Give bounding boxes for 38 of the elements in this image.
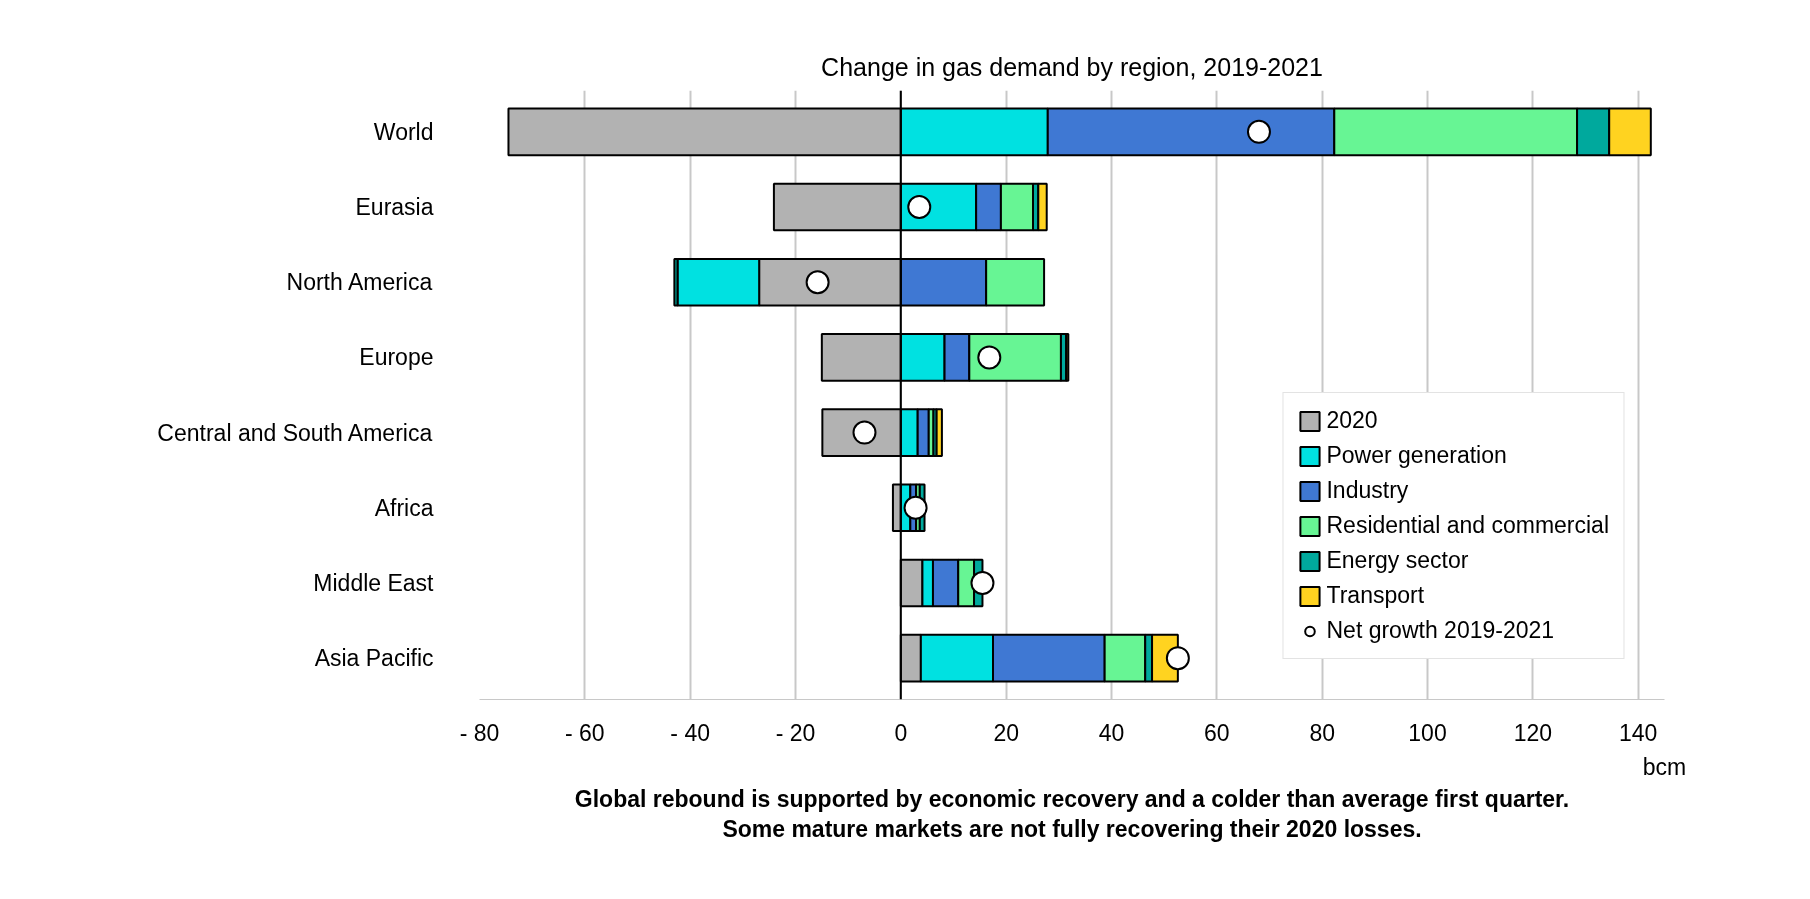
y-tick-label: Middle East [313, 569, 435, 596]
point [970, 570, 995, 595]
legend-label: Power generation [1326, 442, 1507, 469]
text: Some mature markets are not fully recovering their 2020 losses. [722, 815, 1422, 842]
point [977, 345, 1002, 370]
point [805, 270, 830, 295]
point [907, 195, 932, 220]
x-tick-label: 20 [993, 719, 1019, 746]
x-tick-label: - 60 [565, 719, 605, 746]
y-tick-label: Eurasia [355, 194, 434, 221]
x-tick-label: - 40 [670, 719, 710, 746]
y-tick-label: World [373, 118, 434, 145]
x-tick-label: 100 [1408, 719, 1447, 746]
chart-title: Change in gas demand by region, 2019-2021 [821, 52, 1323, 81]
legend-label: Industry [1326, 477, 1409, 504]
x-tick-label: 60 [1204, 719, 1230, 746]
x-tick-label: - 80 [459, 719, 500, 746]
legend-label: 2020 [1326, 407, 1378, 434]
y-tick-label: Europe [359, 344, 434, 371]
legend-label: Transport [1326, 582, 1425, 609]
y-tick-label: Central and South America [157, 419, 433, 446]
x-tick-label: 120 [1513, 719, 1553, 746]
x-tick-label: - 20 [775, 719, 816, 746]
x-tick-label: 40 [1098, 719, 1125, 746]
legend-label: Net growth 2019-2021 [1326, 617, 1555, 644]
x-axis-title: bcm [1642, 753, 1687, 780]
x-tick-label: 0 [894, 719, 908, 746]
text: Global rebound is supported by economic recovery and a colder than average first quarter. [574, 785, 1570, 812]
bar [935, 408, 943, 457]
x-tick-label: 80 [1309, 719, 1335, 746]
legend-label: Energy sector [1326, 547, 1469, 574]
point [1246, 119, 1271, 144]
x-tick-label: 140 [1618, 719, 1658, 746]
point [903, 495, 928, 520]
y-tick-label: North America [286, 269, 433, 296]
y-tick-label: Africa [374, 494, 434, 521]
legend-label: Residential and commercial [1326, 512, 1609, 539]
y-tick-label: Asia Pacific [314, 645, 434, 672]
